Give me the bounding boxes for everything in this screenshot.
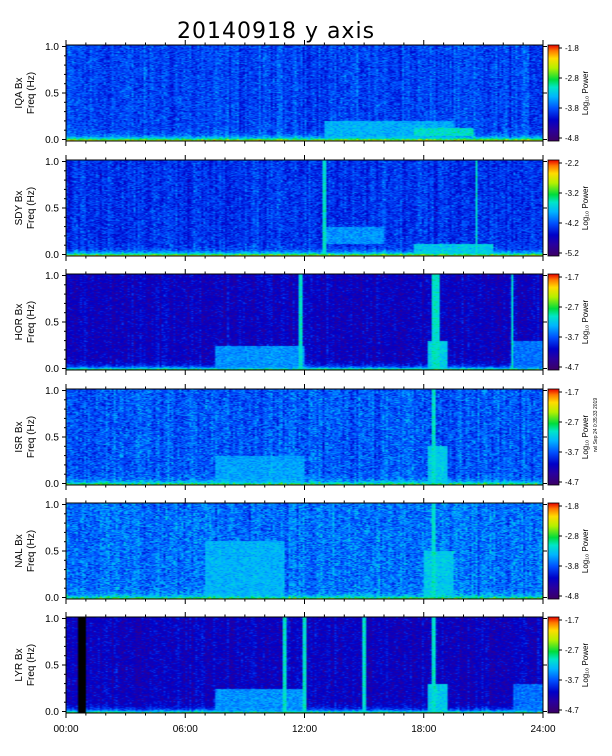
spectrogram-image: [66, 617, 543, 713]
side-note: rwl Sep 24 0:35:33 2019: [593, 398, 599, 452]
y-tick-label: 0.5: [45, 433, 59, 444]
spectrogram-image: [66, 389, 543, 485]
station-label: NAL Bx: [14, 534, 25, 568]
colorbar-tick-label: -2.8: [565, 74, 579, 83]
colorbar-tick-label: -3.7: [565, 448, 579, 457]
colorbar: [547, 159, 560, 257]
y-tick-label: 0.0: [45, 707, 59, 718]
colorbar-tick-label: -3.7: [565, 333, 579, 342]
x-tick-label: 00:00: [53, 724, 78, 735]
y-tick-label: 0.5: [45, 89, 59, 100]
chart-title: 20140918 y axis: [177, 19, 375, 44]
y-tick-label: 0.0: [45, 250, 59, 261]
colorbar-tick-label: -2.8: [565, 532, 579, 541]
panel-isr: 0.0 0.5 1.0 ISR Bx Freq (Hz) -1.7 -2.7 -3.7 -4.7…: [14, 384, 590, 490]
station-label: IQA Bx: [14, 77, 25, 108]
panel-nal: 0.0 0.5 1.0 NAL Bx Freq (Hz) -1.8 -2.8 -3.8 -4.8…: [14, 498, 590, 604]
colorbar-label: Log₁₀ Power: [581, 186, 590, 231]
colorbar-tick-label: -4.7: [565, 478, 579, 487]
colorbar-tick-label: -1.7: [565, 388, 579, 397]
y-tick-label: 1.0: [45, 614, 59, 625]
colorbar-label: Log₁₀ Power: [581, 300, 590, 345]
y-axis-label: Freq (Hz): [26, 301, 37, 343]
y-axis-label: Freq (Hz): [26, 416, 37, 458]
y-tick-label: 0.5: [45, 204, 59, 215]
spectrogram-image: [66, 45, 543, 141]
panel-iqa: 0.0 0.5 1.0 IQA Bx Freq (Hz) -1.8 -2.8 -3.8 -4.8…: [14, 40, 590, 146]
colorbar-tick-label: -1.8: [565, 44, 579, 53]
colorbar-tick-label: -3.2: [565, 189, 579, 198]
colorbar-tick-label: -3.7: [565, 676, 579, 685]
colorbar-tick-label: -5.2: [565, 249, 579, 258]
colorbar: [547, 502, 560, 600]
y-tick-label: 1.0: [45, 500, 59, 511]
colorbar-tick-label: -3.8: [565, 562, 579, 571]
colorbar-tick-label: -4.8: [565, 134, 579, 143]
colorbar-tick-label: -4.7: [565, 363, 579, 372]
colorbar-tick-label: -1.7: [565, 273, 579, 282]
colorbar-tick-label: -4.8: [565, 592, 579, 601]
y-tick-label: 1.0: [45, 157, 59, 168]
y-tick-label: 1.0: [45, 42, 59, 53]
spectrogram-image: [66, 503, 543, 599]
station-label: SDY Bx: [14, 191, 25, 226]
x-tick-label: 24:00: [530, 724, 555, 735]
station-label: LYR Bx: [14, 648, 25, 681]
station-label: ISR Bx: [14, 421, 25, 452]
colorbar-tick-label: -1.8: [565, 502, 579, 511]
y-tick-label: 0.0: [45, 479, 59, 490]
y-axis-label: Freq (Hz): [26, 187, 37, 229]
colorbar-label: Log₁₀ Power: [581, 643, 590, 688]
spectrogram-image: [66, 160, 543, 256]
colorbar: [547, 388, 560, 486]
y-tick-label: 0.0: [45, 135, 59, 146]
y-axis-label: Freq (Hz): [26, 72, 37, 114]
y-tick-label: 1.0: [45, 386, 59, 397]
colorbar-tick-label: -3.8: [565, 104, 579, 113]
colorbar-tick-label: -2.7: [565, 303, 579, 312]
x-tick-label: 12:00: [292, 724, 317, 735]
x-axis: 00:00 06:00 12:00 18:00 24:00: [53, 724, 555, 735]
colorbar-label: Log₁₀ Power: [581, 415, 590, 460]
colorbar-tick-label: -4.2: [565, 219, 579, 228]
colorbar-tick-label: -1.7: [565, 616, 579, 625]
y-tick-label: 0.0: [45, 364, 59, 375]
colorbar-label: Log₁₀ Power: [581, 529, 590, 574]
colorbar-tick-label: -2.7: [565, 646, 579, 655]
y-axis-label: Freq (Hz): [26, 644, 37, 686]
y-tick-label: 0.5: [45, 547, 59, 558]
x-tick-label: 18:00: [411, 724, 436, 735]
colorbar-tick-label: -4.7: [565, 706, 579, 715]
colorbar-tick-label: -2.2: [565, 159, 579, 168]
spectrogram-image: [66, 274, 543, 370]
panel-lyr: 0.0 0.5 1.0 LYR Bx Freq (Hz) -1.7 -2.7 -3.7 -4.7…: [14, 612, 590, 718]
panel-hor: 0.0 0.5 1.0 HOR Bx Freq (Hz) -1.7 -2.7 -3.7 -4.7…: [14, 269, 590, 375]
y-tick-label: 0.0: [45, 593, 59, 604]
colorbar: [547, 273, 560, 371]
y-tick-label: 0.5: [45, 661, 59, 672]
y-tick-label: 0.5: [45, 318, 59, 329]
x-tick-label: 06:00: [173, 724, 198, 735]
colorbar-label: Log₁₀ Power: [581, 71, 590, 116]
y-axis-label: Freq (Hz): [26, 530, 37, 572]
panel-sdy: 0.0 0.5 1.0 SDY Bx Freq (Hz) -2.2 -3.2 -4.2 -5.2…: [14, 155, 590, 261]
colorbar-tick-label: -2.7: [565, 418, 579, 427]
colorbar: [547, 616, 560, 714]
y-tick-label: 1.0: [45, 271, 59, 282]
station-label: HOR Bx: [14, 304, 25, 341]
colorbar: [547, 44, 560, 142]
